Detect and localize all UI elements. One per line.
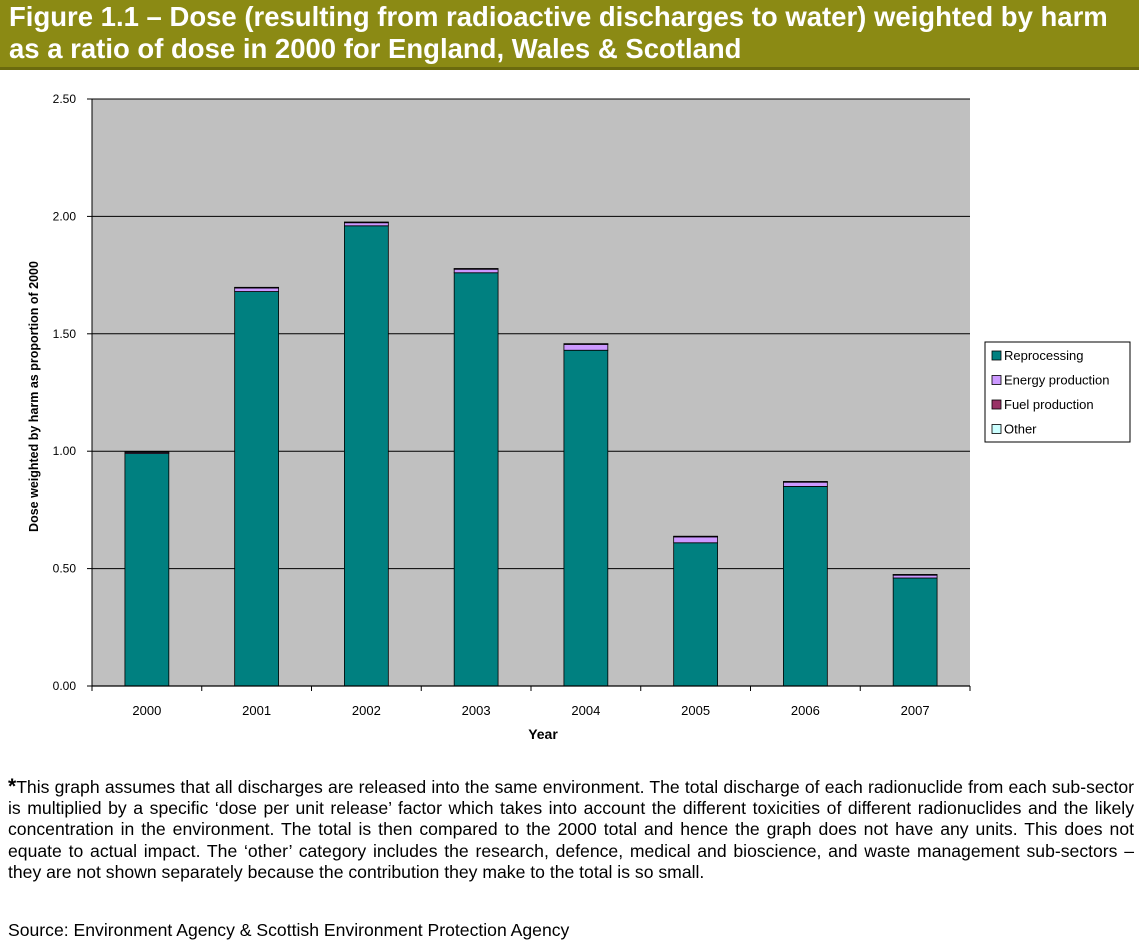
bar-reprocessing-2001 <box>234 291 279 687</box>
legend-label-other: Other <box>1004 422 1037 437</box>
x-tick-label: 2006 <box>791 703 820 718</box>
chart: 0.000.501.001.502.002.50 2000 2001 2002 200… <box>27 92 1131 742</box>
bar-reprocessing-2005 <box>673 542 718 687</box>
x-tick-label: 2003 <box>462 703 491 718</box>
x-tick-label: 2000 <box>132 703 161 718</box>
bar-energy-production-2001 <box>234 287 279 292</box>
bar-reprocessing-2006 <box>783 486 828 687</box>
footnote: *This graph assumes that all discharges … <box>8 776 1134 883</box>
x-tick-labels: 2000 2001 2002 2003 2004 2005 2006 2007 <box>132 703 929 718</box>
y-tick-label: 0.00 <box>53 679 77 693</box>
bar-reprocessing-2002 <box>344 225 389 687</box>
legend-swatch-energy-production <box>991 375 1002 385</box>
legend-label-energy-production: Energy production <box>1004 373 1110 388</box>
legend-label-reprocessing: Reprocessing <box>1004 348 1084 363</box>
plot-area <box>92 99 970 686</box>
footnote-asterisk: * <box>8 775 17 798</box>
legend: Reprocessing Energy production Fuel produc… <box>984 341 1131 443</box>
legend-box <box>984 341 1131 443</box>
x-tick-label: 2005 <box>681 703 710 718</box>
y-tick-label: 2.50 <box>53 92 77 106</box>
bar-energy-production-2003 <box>453 268 499 274</box>
y-tick-label: 1.50 <box>53 327 77 341</box>
legend-label-fuel-production: Fuel production <box>1004 397 1094 412</box>
x-tick-label: 2001 <box>242 703 271 718</box>
y-tick-label: 1.00 <box>53 444 77 458</box>
y-axis-label: Dose weighted by harm as proportion of 2… <box>27 261 41 532</box>
bar-energy-production-2006 <box>783 481 828 487</box>
y-tick-label: 2.00 <box>53 209 77 223</box>
bar-reprocessing-2007 <box>892 577 938 687</box>
x-tick-label: 2004 <box>571 703 600 718</box>
x-axis-label: Year <box>528 726 558 742</box>
x-tick-label: 2007 <box>901 703 930 718</box>
title-bar: Figure 1.1 – Dose (resulting from radioa… <box>0 0 1139 70</box>
bar-energy-production-2007 <box>892 574 938 579</box>
bars <box>124 221 938 687</box>
bar-reprocessing-2000 <box>124 453 170 687</box>
axes <box>87 98 971 691</box>
bar-reprocessing-2003 <box>453 272 499 687</box>
x-tick-label: 2002 <box>352 703 381 718</box>
y-tick-labels: 0.00 0.50 1.00 1.50 2.00 2.50 <box>53 92 77 693</box>
legend-swatch-fuel-production <box>991 399 1002 410</box>
figure-title: Figure 1.1 – Dose (resulting from radioa… <box>9 1 1108 64</box>
footnote-text: This graph assumes that all discharges a… <box>8 777 1134 882</box>
bar-energy-production-2004 <box>563 343 609 351</box>
y-tick-label: 0.50 <box>53 562 77 576</box>
source-note: Source: Environment Agency & Scottish En… <box>8 920 570 940</box>
bar-energy-production-2002 <box>344 222 389 227</box>
bar-energy-production-2005 <box>673 536 718 544</box>
bar-reprocessing-2004 <box>563 349 609 687</box>
legend-swatch-other <box>991 424 1002 434</box>
legend-swatch-reprocessing <box>991 350 1002 361</box>
